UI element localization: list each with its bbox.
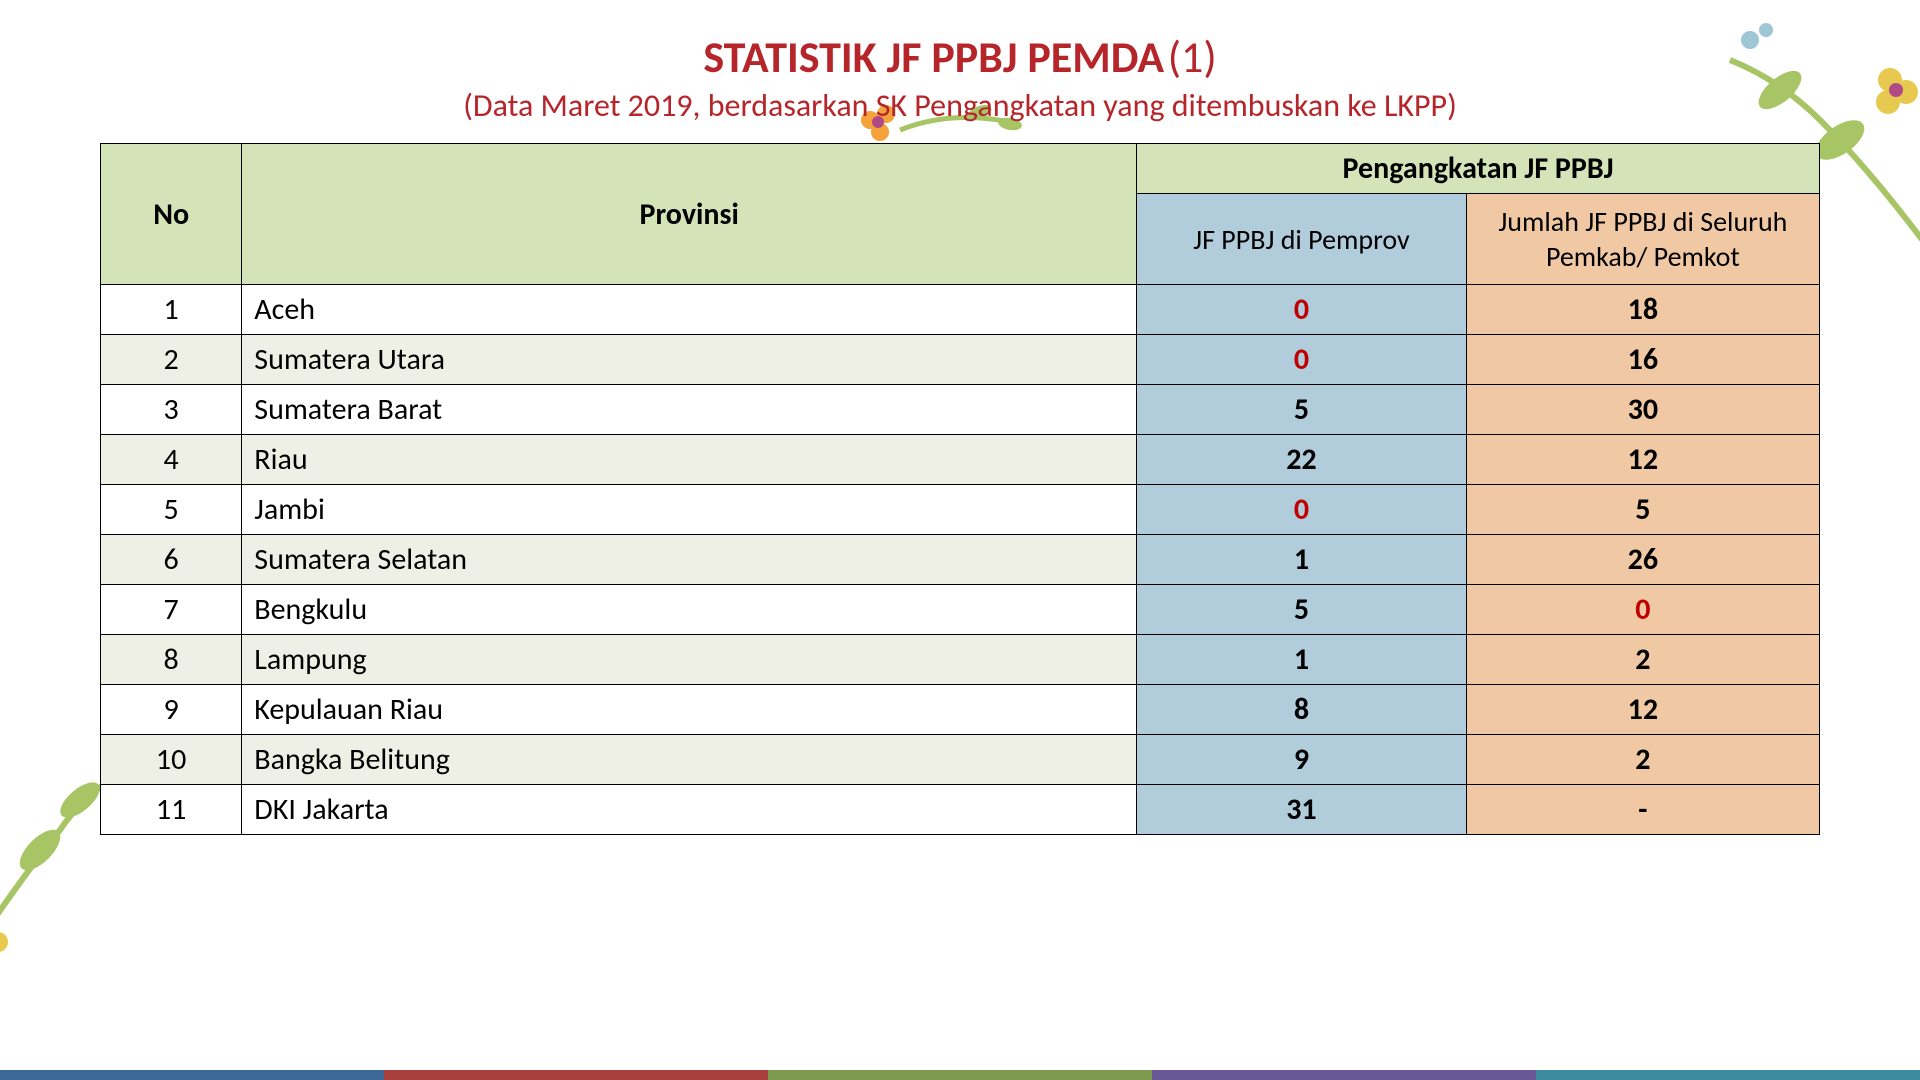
- cell-pemkab: 18: [1466, 285, 1819, 335]
- table-row: 5Jambi05: [101, 485, 1820, 535]
- cell-pemkab: -: [1466, 785, 1819, 835]
- footer-stripe: [768, 1070, 1152, 1080]
- cell-no: 4: [101, 435, 242, 485]
- statistics-table: No Provinsi Pengangkatan JF PPBJ JF PPBJ…: [100, 143, 1820, 835]
- cell-pemprov: 0: [1137, 485, 1467, 535]
- cell-pemkab: 12: [1466, 435, 1819, 485]
- table-row: 2Sumatera Utara016: [101, 335, 1820, 385]
- slide-container: STATISTIK JF PPBJ PEMDA (1) (Data Maret …: [0, 0, 1920, 1080]
- header-group: Pengangkatan JF PPBJ: [1137, 144, 1820, 194]
- page-subtitle: (Data Maret 2019, berdasarkan SK Pengang…: [100, 86, 1820, 125]
- table-row: 11DKI Jakarta31-: [101, 785, 1820, 835]
- cell-pemprov: 1: [1137, 635, 1467, 685]
- cell-no: 1: [101, 285, 242, 335]
- cell-no: 11: [101, 785, 242, 835]
- cell-provinsi: Riau: [242, 435, 1137, 485]
- cell-provinsi: Aceh: [242, 285, 1137, 335]
- header-col-a: JF PPBJ di Pemprov: [1137, 194, 1467, 285]
- cell-no: 6: [101, 535, 242, 585]
- cell-provinsi: Sumatera Barat: [242, 385, 1137, 435]
- table-row: 4Riau2212: [101, 435, 1820, 485]
- cell-pemprov: 31: [1137, 785, 1467, 835]
- cell-pemprov: 8: [1137, 685, 1467, 735]
- title-block: STATISTIK JF PPBJ PEMDA (1) (Data Maret …: [100, 30, 1820, 125]
- footer-stripe: [384, 1070, 768, 1080]
- cell-pemprov: 9: [1137, 735, 1467, 785]
- cell-provinsi: Bengkulu: [242, 585, 1137, 635]
- cell-provinsi: DKI Jakarta: [242, 785, 1137, 835]
- header-col-b: Jumlah JF PPBJ di Seluruh Pemkab/ Pemkot: [1466, 194, 1819, 285]
- table-row: 10Bangka Belitung92: [101, 735, 1820, 785]
- footer-stripe: [1152, 1070, 1536, 1080]
- cell-provinsi: Sumatera Utara: [242, 335, 1137, 385]
- cell-pemkab: 2: [1466, 735, 1819, 785]
- footer-color-bar: [0, 1070, 1920, 1080]
- table-row: 6Sumatera Selatan126: [101, 535, 1820, 585]
- table-body: 1Aceh0182Sumatera Utara0163Sumatera Bara…: [101, 285, 1820, 835]
- table-row: 8Lampung12: [101, 635, 1820, 685]
- cell-provinsi: Bangka Belitung: [242, 735, 1137, 785]
- cell-no: 8: [101, 635, 242, 685]
- cell-no: 9: [101, 685, 242, 735]
- cell-provinsi: Sumatera Selatan: [242, 535, 1137, 585]
- footer-stripe: [1536, 1070, 1920, 1080]
- page-title: STATISTIK JF PPBJ PEMDA: [703, 30, 1164, 84]
- cell-pemprov: 1: [1137, 535, 1467, 585]
- cell-pemkab: 30: [1466, 385, 1819, 435]
- cell-pemprov: 5: [1137, 385, 1467, 435]
- cell-pemprov: 5: [1137, 585, 1467, 635]
- cell-no: 3: [101, 385, 242, 435]
- page-title-suffix: (1): [1168, 30, 1217, 84]
- cell-no: 5: [101, 485, 242, 535]
- table-row: 9Kepulauan Riau812: [101, 685, 1820, 735]
- cell-pemprov: 0: [1137, 335, 1467, 385]
- cell-provinsi: Kepulauan Riau: [242, 685, 1137, 735]
- cell-no: 10: [101, 735, 242, 785]
- header-provinsi: Provinsi: [242, 144, 1137, 285]
- table-row: 3Sumatera Barat530: [101, 385, 1820, 435]
- cell-provinsi: Jambi: [242, 485, 1137, 535]
- cell-pemkab: 16: [1466, 335, 1819, 385]
- cell-pemkab: 0: [1466, 585, 1819, 635]
- table-row: 1Aceh018: [101, 285, 1820, 335]
- cell-pemprov: 0: [1137, 285, 1467, 335]
- header-no: No: [101, 144, 242, 285]
- cell-pemkab: 26: [1466, 535, 1819, 585]
- cell-pemkab: 12: [1466, 685, 1819, 735]
- cell-pemkab: 5: [1466, 485, 1819, 535]
- table-row: 7Bengkulu50: [101, 585, 1820, 635]
- cell-no: 7: [101, 585, 242, 635]
- cell-pemprov: 22: [1137, 435, 1467, 485]
- footer-stripe: [0, 1070, 384, 1080]
- cell-no: 2: [101, 335, 242, 385]
- cell-provinsi: Lampung: [242, 635, 1137, 685]
- cell-pemkab: 2: [1466, 635, 1819, 685]
